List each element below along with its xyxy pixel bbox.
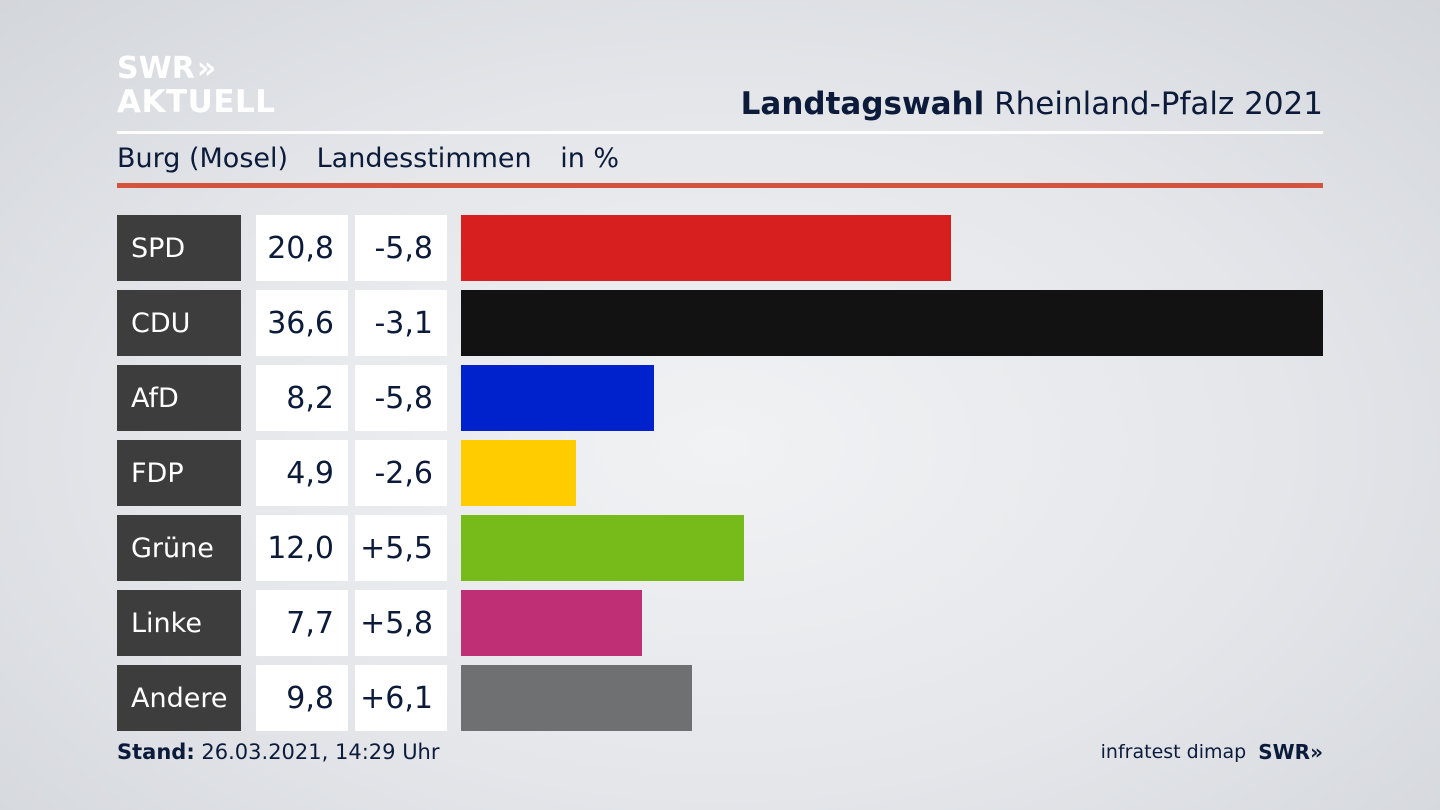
- source-credit: infratest dimap SWR»: [1101, 740, 1323, 764]
- party-label: Andere: [117, 665, 241, 731]
- value-label: 8,2: [256, 365, 348, 431]
- bar-andere: [461, 665, 692, 731]
- bar-afd: [461, 365, 654, 431]
- bar-cdu: [461, 290, 1323, 356]
- header-divider: [117, 131, 1323, 134]
- change-label: +5,5: [355, 515, 447, 581]
- bar-row: AfD 8,2 -5,8: [117, 365, 1323, 431]
- bar-row: SPD 20,8 -5,8: [117, 215, 1323, 281]
- chart-title-rest: Rheinland-Pfalz 2021: [994, 86, 1323, 122]
- bar-row: Grüne 12,0 +5,5: [117, 515, 1323, 581]
- value-label: 9,8: [256, 665, 348, 731]
- value-label: 7,7: [256, 590, 348, 656]
- change-label: -3,1: [355, 290, 447, 356]
- bar-gr-ne: [461, 515, 744, 581]
- party-label: SPD: [117, 215, 241, 281]
- party-label: AfD: [117, 365, 241, 431]
- logo-aktuell-text: AKTUELL: [117, 84, 276, 120]
- change-label: -2,6: [355, 440, 447, 506]
- change-label: -5,8: [355, 215, 447, 281]
- logo-swr-text: SWR: [117, 51, 195, 86]
- change-label: +6,1: [355, 665, 447, 731]
- vote-type-label: Landesstimmen: [316, 143, 532, 174]
- bar-row: CDU 36,6 -3,1: [117, 290, 1323, 356]
- chart-subtitle: Burg (Mosel) Landesstimmen in %: [117, 143, 639, 174]
- unit-label: in %: [560, 143, 620, 174]
- swr-aktuell-logo: SWR» AKTUELL: [117, 54, 276, 118]
- chart-title-bold: Landtagswahl: [740, 86, 985, 122]
- change-label: +5,8: [355, 590, 447, 656]
- change-label: -5,8: [355, 365, 447, 431]
- bar-linke: [461, 590, 642, 656]
- bar-row: Linke 7,7 +5,8: [117, 590, 1323, 656]
- bar-fdp: [461, 440, 576, 506]
- bar-row: Andere 9,8 +6,1: [117, 665, 1323, 731]
- swr-footer-logo: SWR»: [1258, 740, 1323, 764]
- party-label: Grüne: [117, 515, 241, 581]
- value-label: 4,9: [256, 440, 348, 506]
- value-label: 36,6: [256, 290, 348, 356]
- source-label: infratest dimap: [1100, 741, 1247, 763]
- stand-label: Stand:: [117, 740, 195, 764]
- value-label: 12,0: [256, 515, 348, 581]
- timestamp: Stand: 26.03.2021, 14:29 Uhr: [117, 740, 440, 764]
- subtitle-divider: [117, 183, 1323, 188]
- party-label: Linke: [117, 590, 241, 656]
- value-label: 20,8: [256, 215, 348, 281]
- party-label: CDU: [117, 290, 241, 356]
- location-label: Burg (Mosel): [117, 143, 289, 174]
- bar-spd: [461, 215, 951, 281]
- stand-value: 26.03.2021, 14:29 Uhr: [201, 740, 440, 764]
- chart-title: Landtagswahl Rheinland-Pfalz 2021: [741, 86, 1323, 122]
- party-label: FDP: [117, 440, 241, 506]
- bar-row: FDP 4,9 -2,6: [117, 440, 1323, 506]
- logo-chevrons-icon: »: [196, 51, 217, 86]
